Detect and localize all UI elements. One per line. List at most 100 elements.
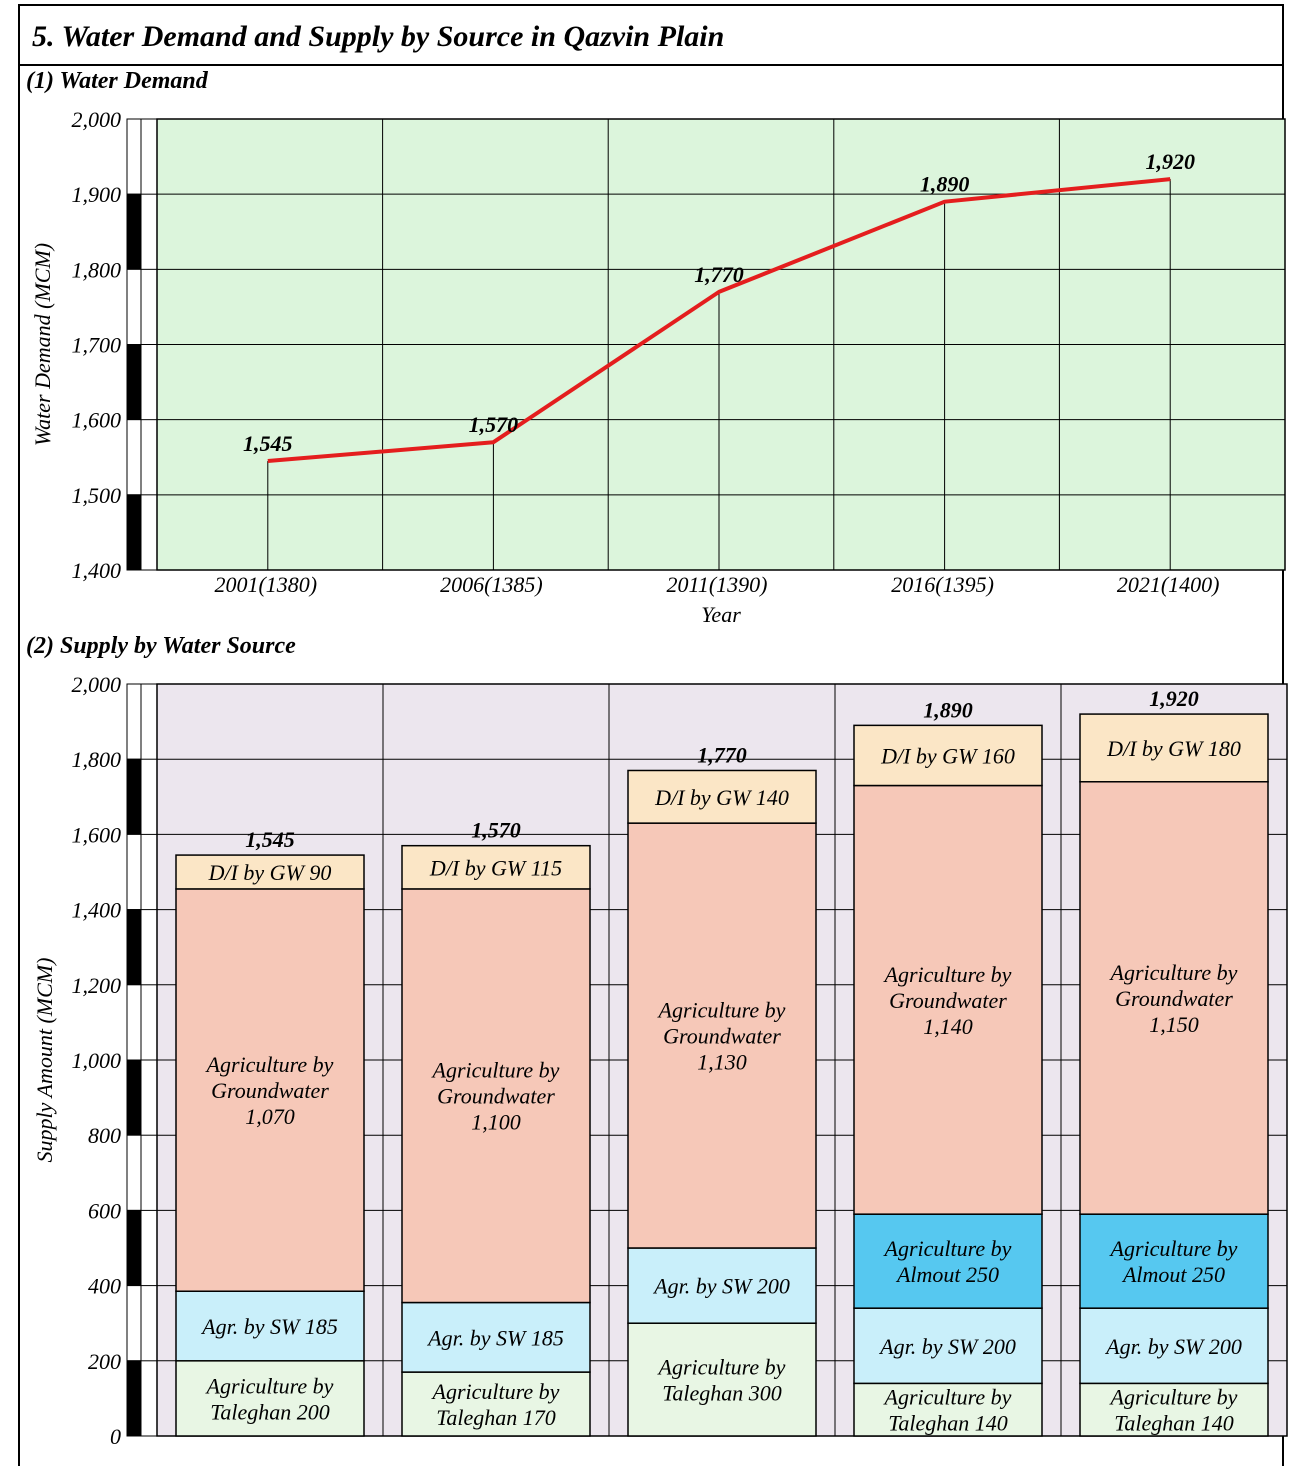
supply-segment-label: Groundwater bbox=[1115, 986, 1233, 1011]
supply-segment-label: Agr. by SW 200 bbox=[878, 1334, 1016, 1359]
supply-segment-label: Taleghan 140 bbox=[888, 1411, 1008, 1436]
supply-bar-segment bbox=[1079, 1382, 1269, 1437]
supply-segment-label: Agriculture by bbox=[883, 1385, 1012, 1410]
supply-ruler-segment bbox=[126, 1134, 142, 1211]
demand-x-axis-label: Year bbox=[701, 602, 741, 627]
supply-segment-label: 1,070 bbox=[245, 1104, 295, 1129]
supply-total-label: 1,920 bbox=[1149, 686, 1199, 711]
supply-segment-label: Groundwater bbox=[211, 1078, 329, 1103]
demand-ruler-segment bbox=[126, 494, 142, 571]
title-bar bbox=[18, 4, 1284, 66]
demand-y-tick-label: 1,800 bbox=[72, 257, 122, 282]
supply-segment-label: 1,140 bbox=[923, 1014, 973, 1039]
supply-segment-label: Almout 250 bbox=[895, 1262, 999, 1287]
supply-bar-segment bbox=[1079, 1307, 1269, 1385]
supply-segment-label: Agriculture by bbox=[431, 1379, 560, 1404]
supply-segment-label: 1,100 bbox=[471, 1110, 521, 1135]
section-title-demand: (1) Water Demand bbox=[26, 68, 208, 94]
supply-bar-segment bbox=[175, 888, 365, 1292]
supply-segment-label: 1,150 bbox=[1149, 1012, 1199, 1037]
supply-total-label: 1,890 bbox=[923, 697, 973, 722]
supply-ruler-segment bbox=[126, 758, 142, 835]
supply-bar-segment bbox=[175, 1290, 365, 1362]
supply-ruler-segment bbox=[126, 833, 142, 911]
supply-segment-label: Agriculture by bbox=[205, 1052, 334, 1077]
supply-bar-segment bbox=[1079, 1213, 1269, 1309]
demand-y-tick-label: 1,400 bbox=[72, 558, 122, 583]
page-title: 5. Water Demand and Supply by Source in … bbox=[32, 20, 725, 53]
supply-segment-label: D/I by GW 115 bbox=[429, 855, 562, 880]
supply-segment-label: Agriculture by bbox=[883, 1236, 1012, 1261]
demand-x-tick-label: 2001(1380) bbox=[214, 572, 317, 597]
supply-segment-label: Agriculture by bbox=[883, 962, 1012, 987]
supply-segment-label: Groundwater bbox=[437, 1084, 555, 1109]
demand-y-axis-label: Water Demand (MCM) bbox=[30, 243, 55, 446]
demand-data-label: 1,890 bbox=[920, 172, 970, 197]
supply-segment-label: D/I by GW 180 bbox=[1106, 736, 1241, 761]
demand-data-label: 1,545 bbox=[243, 431, 293, 456]
demand-x-tick-label: 2016(1395) bbox=[891, 572, 994, 597]
supply-segment-label: Groundwater bbox=[663, 1024, 781, 1049]
supply-segment-label: Agr. by SW 185 bbox=[426, 1325, 564, 1350]
supply-bar-segment bbox=[853, 724, 1043, 787]
supply-segment-label: Agr. by SW 200 bbox=[652, 1274, 790, 1299]
supply-segment-label: Taleghan 140 bbox=[1114, 1411, 1234, 1436]
supply-segment-label: 1,130 bbox=[697, 1050, 747, 1075]
supply-segment-label: Agriculture by bbox=[1109, 1236, 1238, 1261]
supply-segment-label: D/I by GW 140 bbox=[654, 785, 789, 810]
supply-y-axis-label: Supply Amount (MCM) bbox=[32, 958, 57, 1163]
supply-bar-segment bbox=[627, 769, 817, 824]
supply-y-tick-label: 1,600 bbox=[72, 822, 122, 847]
supply-ruler-segment bbox=[126, 1209, 142, 1287]
supply-bar-segment bbox=[175, 1360, 365, 1437]
supply-ruler-segment bbox=[126, 984, 142, 1061]
section-title-supply: (2) Supply by Water Source bbox=[26, 633, 296, 659]
demand-x-tick-label: 2006(1385) bbox=[440, 572, 543, 597]
supply-total-label: 1,570 bbox=[471, 818, 521, 843]
supply-segment-label: Almout 250 bbox=[1121, 1262, 1225, 1287]
demand-y-tick-label: 1,500 bbox=[72, 483, 122, 508]
supply-segment-label: D/I by GW 90 bbox=[208, 860, 332, 885]
supply-total-label: 1,770 bbox=[697, 742, 747, 767]
supply-bar-segment bbox=[401, 1301, 591, 1373]
supply-bar-segment bbox=[1079, 713, 1269, 783]
demand-y-tick-label: 1,600 bbox=[72, 408, 122, 433]
supply-bar-segment bbox=[401, 844, 591, 890]
supply-y-tick-label: 200 bbox=[88, 1349, 121, 1374]
demand-data-label: 1,770 bbox=[694, 262, 744, 287]
supply-ruler-segment bbox=[126, 1360, 142, 1437]
supply-segment-label: Agr. by SW 200 bbox=[1104, 1334, 1242, 1359]
supply-segment-label: Agriculture by bbox=[657, 998, 786, 1023]
demand-x-tick-label: 2011(1390) bbox=[666, 572, 767, 597]
supply-y-tick-label: 1,800 bbox=[72, 747, 122, 772]
demand-data-label: 1,570 bbox=[469, 412, 519, 437]
supply-y-tick-label: 600 bbox=[88, 1198, 121, 1223]
supply-bar-segment bbox=[853, 1213, 1043, 1309]
supply-bar-segment bbox=[627, 1322, 817, 1437]
supply-y-tick-label: 1,400 bbox=[72, 898, 122, 923]
supply-y-tick-label: 0 bbox=[110, 1424, 121, 1449]
supply-bar-segment bbox=[853, 1382, 1043, 1437]
supply-segment-label: Groundwater bbox=[889, 988, 1007, 1013]
demand-y-tick-label: 2,000 bbox=[72, 107, 122, 132]
supply-ruler-segment bbox=[126, 1285, 142, 1362]
supply-y-tick-label: 400 bbox=[88, 1274, 121, 1299]
supply-ruler-segment bbox=[126, 1059, 142, 1136]
supply-y-tick-label: 1,000 bbox=[72, 1048, 122, 1073]
demand-series-line bbox=[267, 177, 1171, 464]
supply-segment-label: D/I by GW 160 bbox=[880, 743, 1015, 768]
supply-segment-label: Agriculture by bbox=[431, 1058, 560, 1083]
supply-y-tick-label: 2,000 bbox=[72, 672, 122, 697]
supply-bar-segment bbox=[627, 822, 817, 1249]
supply-total-label: 1,545 bbox=[245, 827, 295, 852]
supply-segment-label: Agriculture by bbox=[1109, 960, 1238, 985]
supply-y-tick-label: 800 bbox=[88, 1123, 121, 1148]
supply-bar-segment bbox=[1079, 781, 1269, 1215]
supply-ruler-segment bbox=[126, 683, 142, 760]
supply-segment-label: Agriculture by bbox=[1109, 1385, 1238, 1410]
demand-x-tick-label: 2021(1400) bbox=[1117, 572, 1220, 597]
supply-bar-segment bbox=[401, 888, 591, 1304]
supply-ruler-segment bbox=[126, 909, 142, 986]
